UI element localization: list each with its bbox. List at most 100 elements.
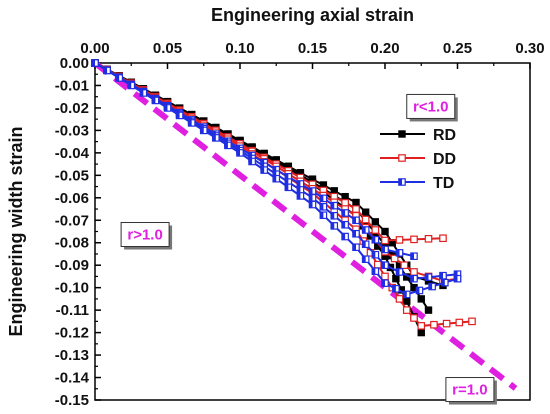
series-td-marker-fill	[297, 192, 301, 200]
series-td-marker-fill	[410, 275, 414, 282]
series-td-marker	[199, 126, 208, 135]
series-td-marker	[361, 255, 370, 264]
series-td-marker-fill	[341, 221, 346, 228]
series-td-marker-fill	[352, 230, 356, 237]
series-td-marker	[319, 211, 328, 220]
series-td-marker-fill	[140, 89, 144, 97]
y-tick-label: -0.13	[55, 347, 89, 364]
series-td-marker	[163, 104, 172, 112]
legend-swatch-marker	[398, 130, 406, 138]
series-dd-marker	[424, 235, 433, 243]
x-axis-title: Engineering axial strain	[211, 5, 414, 25]
series-dd-marker	[468, 317, 476, 326]
annotation-2: r=1.0	[445, 377, 497, 405]
y-tick-label: -0.08	[55, 235, 89, 252]
series-dd-marker	[361, 215, 370, 224]
series-dd-marker	[341, 199, 349, 207]
series-td-marker-fill	[273, 166, 277, 173]
x-tick-label: 0.05	[153, 40, 182, 57]
series-td-marker	[330, 211, 339, 220]
series-dd-line	[94, 62, 444, 242]
series-td-marker-fill	[331, 202, 335, 209]
reference-line-r-1	[93, 60, 518, 391]
series-td-marker	[330, 201, 339, 210]
series-td-marker-fill	[236, 149, 240, 157]
series-rd-marker	[361, 208, 370, 216]
x-tick-label: 0.15	[298, 40, 327, 57]
series-td-marker-fill	[103, 67, 108, 74]
series-td-marker-fill	[396, 249, 400, 257]
series-td-marker-fill	[410, 253, 414, 260]
series-dd-marker	[410, 314, 418, 322]
series-td-marker	[224, 141, 232, 150]
series-td-marker-fill	[128, 82, 132, 89]
series-td-marker	[91, 59, 99, 67]
series-td-marker	[187, 119, 196, 127]
series-td-marker	[371, 235, 380, 244]
series-td-marker-fill	[352, 217, 356, 224]
series-td-marker-fill	[403, 291, 407, 298]
series-td-marker-fill	[454, 270, 458, 278]
series-dd-marker	[442, 319, 451, 328]
series-td-marker	[381, 279, 389, 287]
annotation-text: r=1.0	[452, 382, 487, 399]
series-td-marker	[330, 222, 339, 230]
legend-label: DD	[433, 151, 456, 168]
x-axis: 0.00 0.05 0.10 0.15 0.20 0.25 0.30	[80, 40, 545, 69]
x-tick-label: 0.20	[370, 40, 399, 57]
series-td-marker-fill	[372, 251, 376, 258]
series-td-marker	[352, 216, 360, 225]
annotation-0: r<1.0	[406, 93, 458, 122]
series-td-marker-fill	[331, 212, 335, 219]
series-td-marker	[308, 200, 317, 209]
legend-label: RD	[433, 127, 456, 144]
y-tick-label: -0.03	[55, 122, 89, 139]
annotation-box	[445, 377, 495, 403]
y-tick-label: 0.00	[60, 55, 89, 72]
series-td-marker-fill	[381, 246, 385, 253]
series-td-marker-fill	[428, 283, 433, 290]
series-td-marker-fill	[273, 175, 277, 182]
series-td-marker	[415, 286, 424, 295]
series-rd-marker	[392, 274, 400, 283]
series-td-marker	[127, 81, 136, 90]
series-rd-marker	[371, 218, 380, 226]
series-td-marker	[272, 174, 281, 183]
annotation-box	[120, 222, 170, 248]
series-td-marker-fill	[115, 74, 120, 82]
series-dd-marker	[417, 322, 426, 330]
annotation-text: r<1.0	[413, 98, 448, 115]
series-td-marker	[236, 149, 244, 157]
series-td-marker-fill	[200, 127, 204, 134]
legend-swatch-marker	[398, 178, 406, 186]
series-td-marker-fill	[285, 178, 289, 186]
series-td-marker	[453, 274, 462, 283]
series-td-marker	[151, 96, 160, 105]
series-dd-marker	[410, 235, 418, 244]
series-td-marker	[410, 274, 418, 283]
series-td-marker-fill	[260, 166, 265, 174]
series-td-marker-fill	[381, 279, 385, 287]
series-td-marker	[441, 278, 449, 287]
series-td-marker-fill	[320, 212, 324, 219]
series-td-marker-fill	[341, 209, 346, 217]
series-td-marker	[341, 209, 349, 217]
annotation-box	[406, 93, 456, 119]
series-td-marker-fill	[439, 272, 443, 279]
x-tick-label: 0.10	[225, 40, 254, 57]
legend-item-td: TD	[380, 175, 454, 192]
series-td-marker-fill	[320, 203, 324, 210]
series-td-marker-fill	[392, 285, 396, 292]
series-dd-marker	[371, 226, 380, 234]
series-td-marker	[424, 273, 433, 281]
series-td-marker	[175, 111, 184, 120]
series-dd-marker	[410, 268, 418, 276]
series-td-marker	[361, 226, 370, 234]
series-td-marker	[308, 194, 317, 202]
series-dd-marker	[390, 254, 399, 263]
y-axis-title: Engineering width strain	[6, 126, 26, 336]
series-td-marker	[402, 290, 411, 299]
series-td-marker-fill	[309, 194, 313, 201]
series-dd-marker	[439, 234, 447, 243]
series-td-marker-fill	[273, 171, 277, 178]
